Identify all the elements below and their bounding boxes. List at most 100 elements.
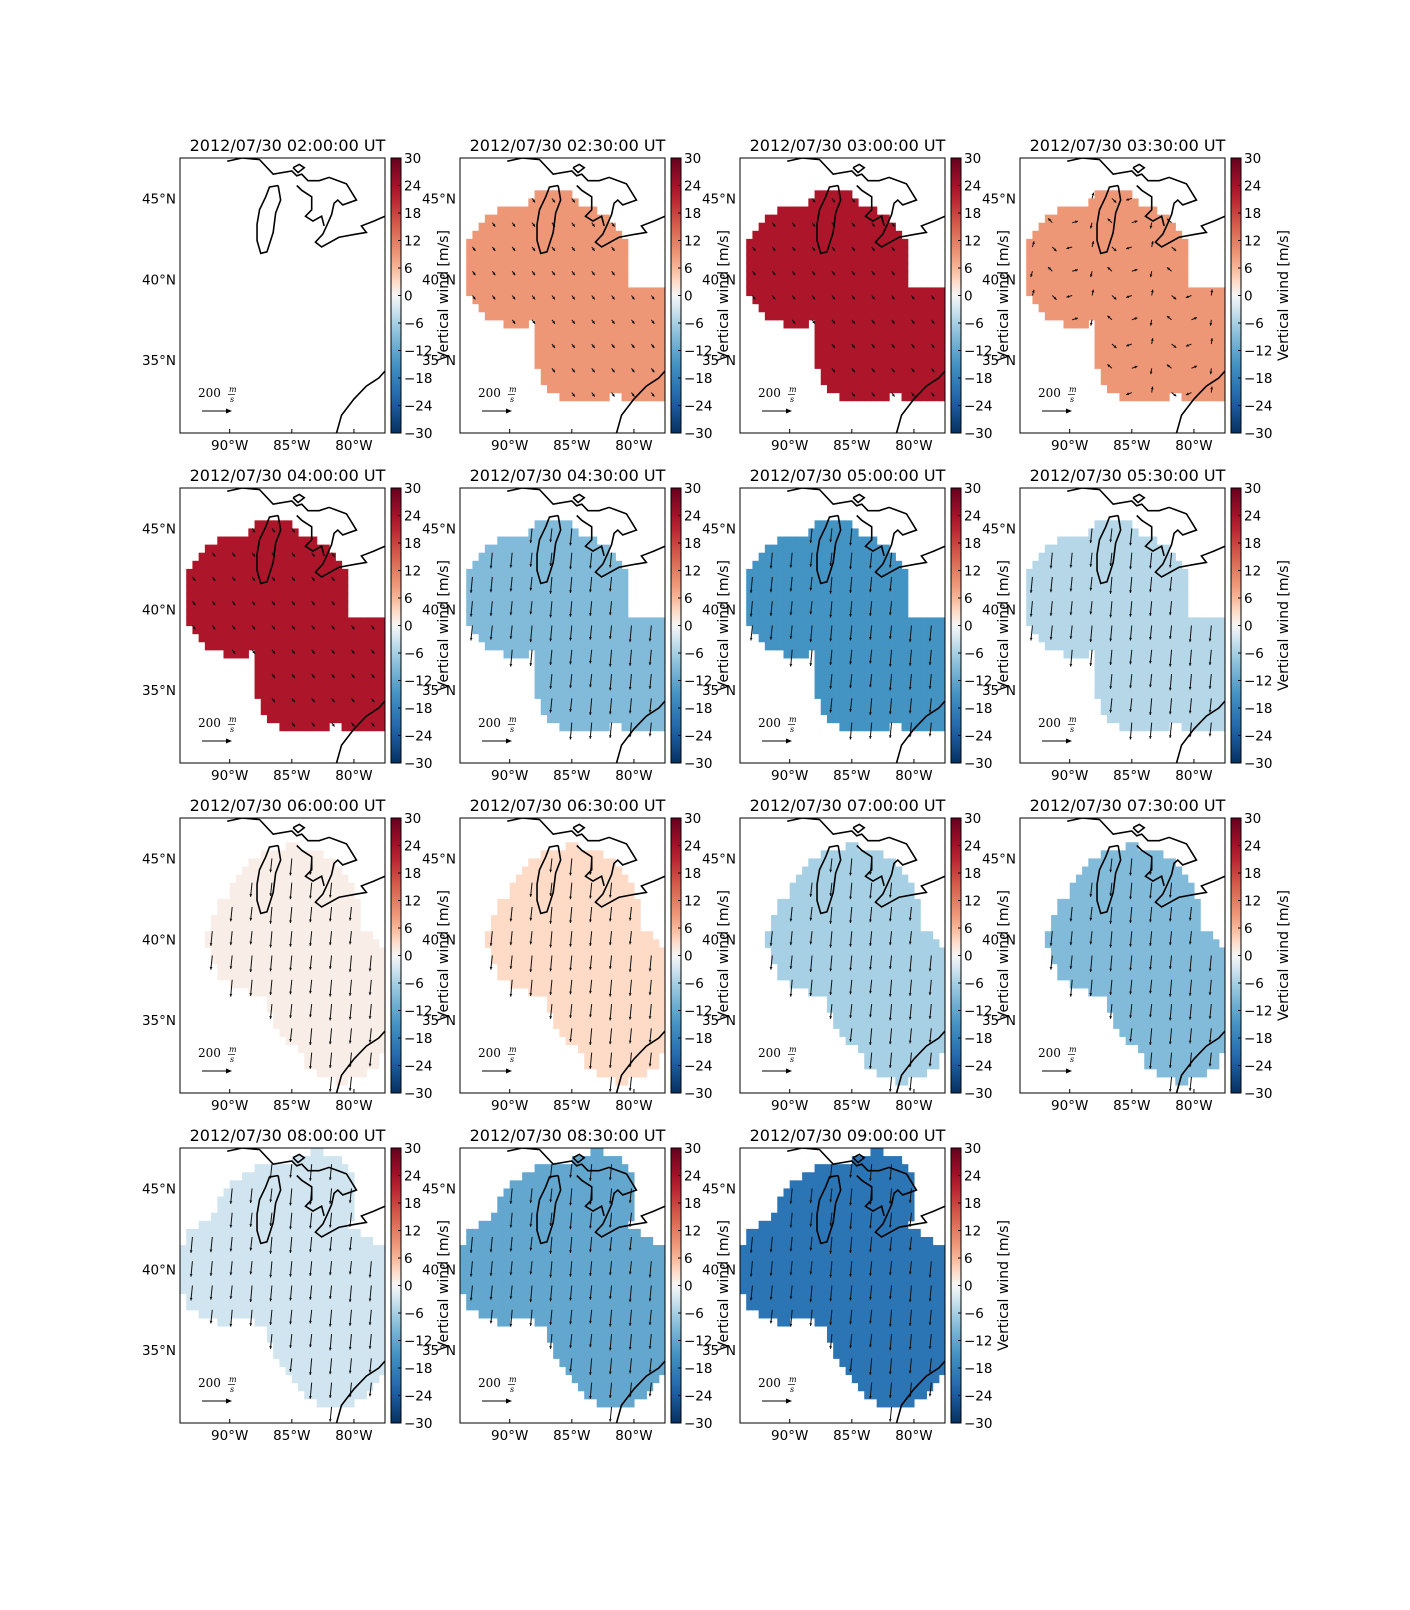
colorbar-tick-label: 18	[1244, 206, 1261, 222]
colorbar-tick-label: 18	[684, 536, 701, 552]
reference-arrow-label: 200	[478, 1376, 501, 1390]
colorbar-tick-label: 24	[404, 1169, 421, 1185]
colorbar-tick-label: 30	[684, 151, 701, 167]
colorbar-tick-label: −18	[404, 371, 433, 387]
lon-tick-label: 85°W	[273, 438, 310, 454]
coastline	[1067, 488, 1225, 763]
wind-vectors	[489, 858, 652, 1092]
colorbar-tick-label: 6	[1244, 261, 1253, 277]
colorbar-tick-label: 30	[964, 811, 981, 827]
colorbar-tick-label: −6	[964, 316, 984, 332]
colorbar-tick-label: 18	[684, 1196, 701, 1212]
reference-arrow-label: 200	[1038, 1046, 1061, 1060]
colorbar-tick-label: 30	[404, 811, 421, 827]
colorbar-tick-label: 6	[404, 261, 413, 277]
axes-frame	[1019, 487, 1226, 764]
lat-tick-label: 40°N	[982, 932, 1016, 948]
panel-title: 2012/07/30 08:30:00 UT	[470, 1126, 666, 1145]
colorbar-tick-label: −30	[964, 1086, 993, 1102]
colorbar-tick-label: −12	[404, 1004, 433, 1020]
colorbar-tick-label: −6	[684, 316, 704, 332]
lon-tick-label: 80°W	[615, 1098, 652, 1114]
colorbar-tick-label: 12	[1244, 564, 1261, 580]
panel-title: 2012/07/30 05:00:00 UT	[750, 466, 946, 485]
axes-frame	[739, 487, 946, 764]
colorbar-tick-label: 0	[404, 1279, 413, 1295]
colorbar-tick-label: 0	[1244, 619, 1253, 635]
lon-tick-label: 80°W	[895, 1098, 932, 1114]
reference-arrow-unit-num: m	[229, 1375, 237, 1384]
colorbar-label: Vertical wind [m/s]	[436, 890, 452, 1021]
colorbar-tick-label: −12	[684, 1004, 713, 1020]
colorbar-tick-label: 30	[684, 1141, 701, 1157]
reference-arrow-unit-den: s	[230, 395, 234, 404]
lat-tick-label: 45°N	[142, 1181, 176, 1197]
colorbar-tick-label: −30	[404, 1416, 433, 1432]
lat-tick-label: 40°N	[982, 272, 1016, 288]
lon-tick-label: 90°W	[771, 438, 808, 454]
colorbar-tick-label: −12	[404, 674, 433, 690]
lon-tick-label: 80°W	[335, 1428, 372, 1444]
colorbar-tick-label: −12	[964, 1334, 993, 1350]
reference-arrow: 200 ms	[1038, 715, 1077, 744]
colorbar-tick-label: 18	[404, 206, 421, 222]
lon-tick-label: 90°W	[771, 1428, 808, 1444]
wind-vectors	[749, 1164, 932, 1422]
panels: 2012/07/30 02:00:00 UT 90°W 85°W 80°W 45°N 40…	[142, 136, 1292, 1444]
colorbar: 30 24 18 12 6 0 −6 −12 −18 −24 −30 Vertical wind [m…	[950, 811, 1012, 1102]
reference-arrow-label: 200	[1038, 386, 1061, 400]
colorbar: 30 24 18 12 6 0 −6 −12 −18 −24 −30 Vertical wind [m…	[670, 1141, 732, 1432]
colorbar-tick-label: −24	[964, 729, 993, 745]
colorbar-tick-label: 0	[964, 289, 973, 305]
colorbar-tick-label: −30	[684, 1086, 713, 1102]
lat-tick-label: 45°N	[142, 191, 176, 207]
reference-arrow-unit-den: s	[230, 1055, 234, 1064]
colorbar-tick-label: −18	[404, 1031, 433, 1047]
colorbar-tick-label: −18	[404, 701, 433, 717]
reference-arrow-unit-num: m	[789, 1045, 797, 1054]
colorbar-tick-label: −30	[404, 756, 433, 772]
colorbar-tick-label: −18	[684, 371, 713, 387]
panel-title: 2012/07/30 05:30:00 UT	[1030, 466, 1226, 485]
colorbar-tick-label: 6	[404, 1251, 413, 1267]
coastline	[787, 1148, 945, 1423]
lat-tick-label: 35°N	[982, 683, 1016, 699]
wind-vectors	[769, 858, 932, 1092]
reference-arrow-unit-num: m	[229, 1045, 237, 1054]
colorbar-tick-label: 12	[684, 894, 701, 910]
lat-tick-label: 35°N	[142, 683, 176, 699]
reference-arrow: 200 ms	[478, 1045, 517, 1074]
colorbar-tick-label: 30	[684, 481, 701, 497]
coastline	[227, 1148, 385, 1423]
reference-arrow-unit-den: s	[790, 1055, 794, 1064]
colorbar: 30 24 18 12 6 0 −6 −12 −18 −24 −30 Vertical wind [m…	[390, 481, 452, 772]
lat-tick-label: 40°N	[702, 602, 736, 618]
coastline	[787, 818, 945, 1093]
reference-arrow-unit-den: s	[1070, 725, 1074, 734]
colorbar-tick-label: 18	[404, 1196, 421, 1212]
lat-tick-label: 35°N	[422, 1013, 456, 1029]
reference-arrow: 200 ms	[198, 1045, 237, 1074]
panel-title: 2012/07/30 03:00:00 UT	[750, 136, 946, 155]
colorbar-tick-label: −6	[404, 1306, 424, 1322]
lat-tick-label: 45°N	[142, 521, 176, 537]
lat-tick-label: 45°N	[982, 521, 1016, 537]
lat-tick-label: 45°N	[702, 1181, 736, 1197]
wind-vectors	[189, 1164, 372, 1422]
lat-tick-label: 40°N	[142, 272, 176, 288]
lon-tick-label: 90°W	[211, 1428, 248, 1444]
reference-arrow-label: 200	[478, 716, 501, 730]
colorbar-label: Vertical wind [m/s]	[1276, 560, 1292, 691]
colorbar-tick-label: 30	[964, 481, 981, 497]
lon-tick-label: 80°W	[895, 438, 932, 454]
map-panel: 2012/07/30 04:30:00 UT 90°W 85°W 80°W 45°N 40…	[422, 466, 732, 784]
colorbar-tick-label: 6	[684, 261, 693, 277]
reference-arrow-label: 200	[478, 386, 501, 400]
reference-arrow-unit-num: m	[789, 715, 797, 724]
colorbar-tick-label: 6	[684, 591, 693, 607]
wind-field	[186, 520, 385, 732]
colorbar: 30 24 18 12 6 0 −6 −12 −18 −24 −30 Vertical wind [m…	[390, 151, 452, 442]
lat-tick-label: 40°N	[702, 932, 736, 948]
reference-arrow-unit-den: s	[790, 1385, 794, 1394]
lon-tick-label: 90°W	[491, 438, 528, 454]
